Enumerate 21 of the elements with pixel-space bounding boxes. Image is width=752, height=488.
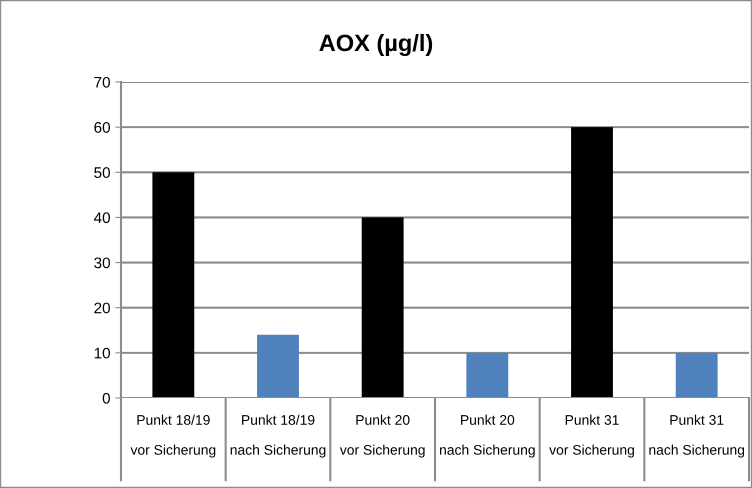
bar xyxy=(152,172,194,398)
bar xyxy=(362,217,404,398)
category-label: Punkt 31 nach Sicherung xyxy=(649,414,744,458)
category-label: Punkt 31 vor Sicherung xyxy=(549,414,634,458)
bar xyxy=(257,334,299,398)
y-tick-label: 0 xyxy=(102,392,110,404)
bar xyxy=(571,127,613,398)
y-tick-label: 50 xyxy=(94,167,110,178)
y-tick-label: 20 xyxy=(94,302,110,314)
category-label: Punkt 20 nach Sicherung xyxy=(440,414,535,458)
category-label: Punkt 18/19 nach Sicherung xyxy=(230,414,326,458)
y-tick-label: 60 xyxy=(94,122,110,133)
bar xyxy=(466,352,508,398)
bar xyxy=(676,352,718,398)
chart-title: AOX (µg/l) xyxy=(319,34,432,56)
category-label: Punkt 18/19 vor Sicherung xyxy=(130,414,216,458)
y-tick-label: 40 xyxy=(94,212,110,224)
y-tick-label: 10 xyxy=(94,348,110,359)
y-tick-label: 70 xyxy=(94,76,110,88)
y-tick-label: 30 xyxy=(94,257,110,268)
category-label: Punkt 20 vor Sicherung xyxy=(340,414,425,458)
